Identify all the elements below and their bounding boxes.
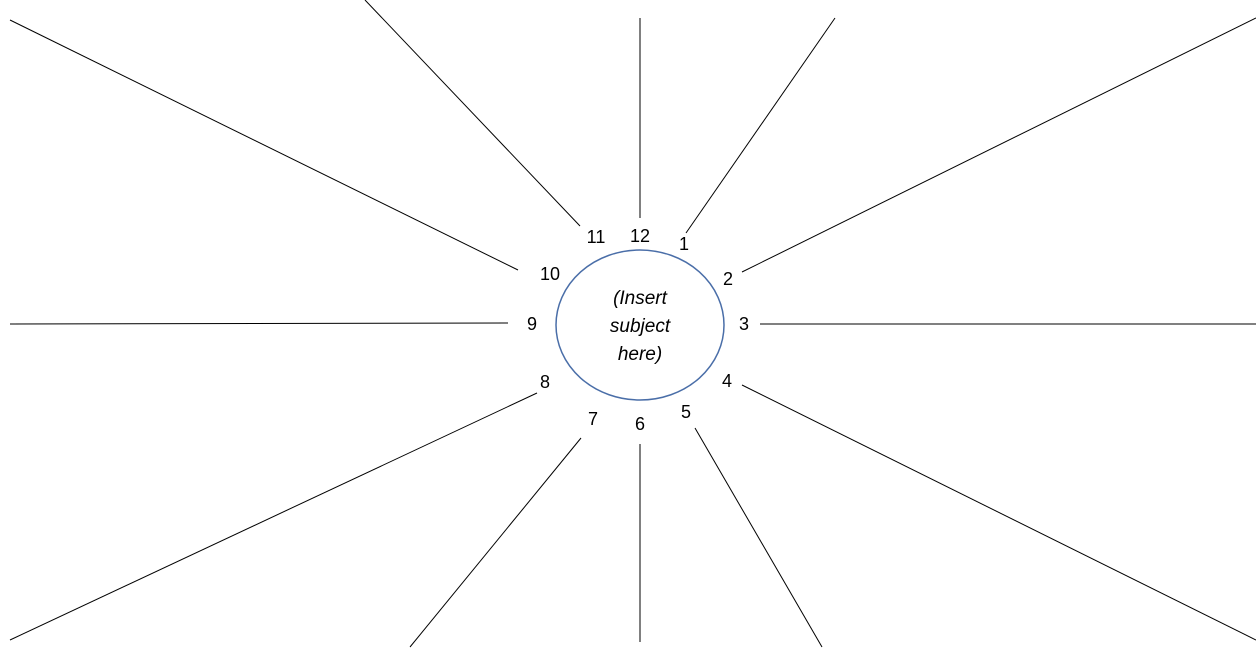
spoke-number: 12 — [630, 226, 650, 246]
spoke-line — [409, 437, 582, 648]
spoke-number: 7 — [588, 409, 598, 429]
spoke-number: 8 — [540, 372, 550, 392]
spoke-line — [685, 17, 836, 234]
spoke-line — [741, 384, 1256, 641]
spoke-number: 11 — [587, 227, 606, 247]
subject-line: here) — [618, 344, 662, 365]
subject-line: (Insert — [613, 288, 668, 309]
spoke-number: 6 — [635, 414, 645, 434]
spoke-line — [741, 17, 1256, 273]
spoke-line — [694, 427, 823, 648]
spoke-line — [364, 0, 581, 227]
spoke-number: 1 — [679, 234, 689, 254]
spoke-line — [9, 19, 519, 271]
spoke-number: 4 — [722, 371, 732, 391]
spoke-number: 10 — [540, 264, 560, 284]
spoke-number: 3 — [739, 314, 749, 334]
spoke-number: 9 — [527, 314, 537, 334]
spoke-line — [9, 322, 509, 325]
subject-line: subject — [610, 316, 671, 337]
spoke-line — [9, 392, 538, 641]
spoke-number: 5 — [681, 402, 691, 422]
spoke-number: 2 — [723, 269, 733, 289]
subject-circle — [555, 249, 725, 401]
